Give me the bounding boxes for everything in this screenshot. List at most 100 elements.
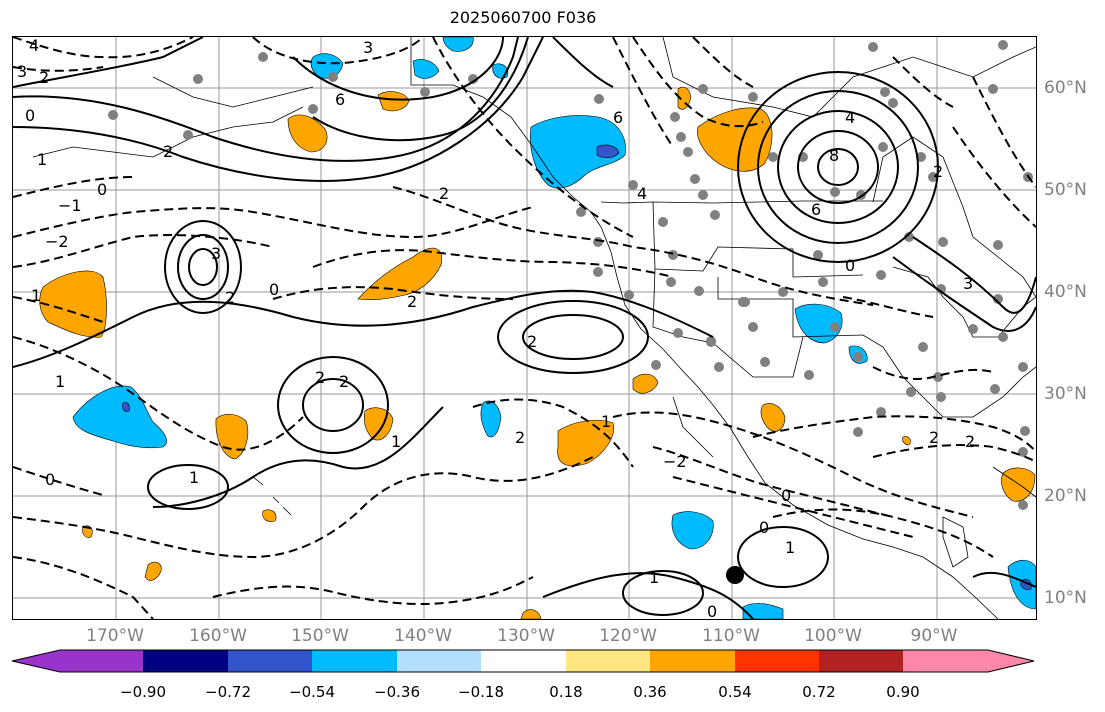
colorbar-tick: 0.90 — [886, 683, 920, 701]
colorbar-tick: 0.72 — [802, 683, 836, 701]
lat-label: 60°N — [1044, 78, 1087, 98]
contour-label: 3 — [963, 274, 973, 293]
lon-label: 100°W — [804, 626, 862, 646]
contour-label: 1 — [31, 286, 41, 305]
positive-anomaly-area — [262, 509, 277, 522]
lon-label: 150°W — [291, 626, 349, 646]
contour-label: 0 — [97, 180, 107, 199]
contour-label: 2 — [225, 288, 235, 307]
positive-anomaly-area — [215, 414, 249, 460]
positive-anomaly-area — [1001, 467, 1036, 502]
contour-label: 0 — [759, 518, 769, 537]
contour-label: 8 — [829, 146, 839, 165]
contour-label: 1 — [785, 538, 795, 557]
map-title: 2025060700 F036 — [449, 8, 597, 27]
strong-negative-area — [122, 402, 130, 412]
contour-label: 0 — [707, 602, 717, 619]
contour-label: 2 — [515, 428, 525, 447]
colorbar-segment — [397, 650, 483, 672]
contour-label: 0 — [781, 486, 791, 505]
coastlines — [32, 37, 1036, 619]
contour-label: 1 — [391, 432, 401, 451]
positive-anomaly-area — [697, 107, 773, 172]
colorbar-segment — [312, 650, 398, 672]
map-canvas[interactable]: 4 3 2 0 6 1 −1 −2 3 2 0 1 2 6 4 2 0 8 6 … — [13, 37, 1036, 619]
negative-anomaly-area — [530, 115, 626, 189]
contour-label: 4 — [29, 37, 39, 55]
dashed-contours — [13, 37, 1036, 619]
contour-label: 2 — [965, 432, 975, 451]
lat-label: 50°N — [1044, 180, 1087, 200]
contour-label: 1 — [189, 468, 199, 487]
positive-anomaly-area — [677, 86, 692, 110]
positive-anomaly-area — [363, 407, 394, 441]
contour-label: 2 — [407, 292, 417, 311]
positive-anomaly-area — [287, 114, 328, 153]
colorbar-segment — [481, 650, 567, 672]
negative-anomaly-area — [480, 400, 502, 438]
colorbar-tick: 0.18 — [549, 683, 583, 701]
contour-label: 2 — [439, 184, 449, 203]
colorbar-tick: 0.54 — [718, 683, 752, 701]
strong-negative-area — [596, 144, 620, 159]
contour-label: 4 — [845, 108, 855, 127]
lat-label: 10°N — [1044, 588, 1087, 608]
colorbar-segment — [143, 650, 229, 672]
contour-label: 1 — [601, 412, 611, 431]
contour-label: −2 — [45, 232, 69, 251]
lat-label: 30°N — [1044, 384, 1087, 404]
shaded-areas — [39, 37, 1036, 619]
map-panel[interactable]: 4 3 2 0 6 1 −1 −2 3 2 0 1 2 6 4 2 0 8 6 … — [12, 36, 1037, 620]
colorbar-segment — [819, 650, 905, 672]
colorbar-segment — [566, 650, 652, 672]
positive-anomaly-area — [632, 373, 659, 394]
positive-anomaly-area — [357, 247, 443, 301]
lat-label: 20°N — [1044, 486, 1087, 506]
colorbar-tick: 0.36 — [633, 683, 667, 701]
lon-label: 160°W — [189, 626, 247, 646]
positive-anomaly-area — [144, 561, 162, 581]
contour-label: 2 — [527, 332, 537, 351]
contour-label: 0 — [845, 256, 855, 275]
colorbar-tick: −0.36 — [374, 683, 420, 701]
positive-anomaly-area — [760, 403, 786, 432]
negative-anomaly-area — [412, 59, 440, 79]
contour-labels: 4 3 2 0 6 1 −1 −2 3 2 0 1 2 6 4 2 0 8 6 … — [17, 37, 975, 619]
lon-label: 140°W — [394, 626, 452, 646]
lon-label: 120°W — [599, 626, 657, 646]
lon-label: 170°W — [86, 626, 144, 646]
contour-label: 2 — [933, 162, 943, 181]
colorbar-segment — [735, 650, 821, 672]
negative-anomaly-area — [492, 63, 509, 79]
contour-label: 2 — [163, 142, 173, 161]
graticule — [13, 37, 1036, 619]
contour-label: 1 — [55, 372, 65, 391]
contour-label: 2 — [315, 368, 325, 387]
contour-label: 2 — [929, 428, 939, 447]
contour-label: 6 — [811, 200, 821, 219]
colorbar-tick: −0.54 — [289, 683, 335, 701]
contour-label: 6 — [335, 90, 345, 109]
colorbar-segment — [12, 650, 144, 672]
colorbar-segment — [903, 650, 1034, 672]
lon-label: 130°W — [497, 626, 555, 646]
colorbar-tick: −0.72 — [205, 683, 251, 701]
positive-anomaly-area — [39, 270, 107, 338]
lon-label: 110°W — [702, 626, 760, 646]
contour-label: 6 — [613, 108, 623, 127]
colorbar-segment — [228, 650, 314, 672]
positive-anomaly-area — [902, 436, 911, 446]
colorbar-tick: −0.18 — [458, 683, 504, 701]
contour-label: 3 — [211, 244, 221, 263]
solid-contours — [13, 37, 1036, 619]
contour-label: −1 — [58, 196, 82, 215]
colorbar-segment — [650, 650, 736, 672]
colorbar — [11, 649, 1035, 673]
positive-anomaly-area — [520, 609, 542, 619]
contour-label: 4 — [637, 184, 647, 203]
negative-anomaly-area — [742, 603, 784, 619]
positive-anomaly-area — [377, 91, 410, 112]
negative-anomaly-area — [72, 385, 167, 449]
station-markers — [108, 40, 1033, 510]
contour-label: 2 — [39, 68, 49, 87]
